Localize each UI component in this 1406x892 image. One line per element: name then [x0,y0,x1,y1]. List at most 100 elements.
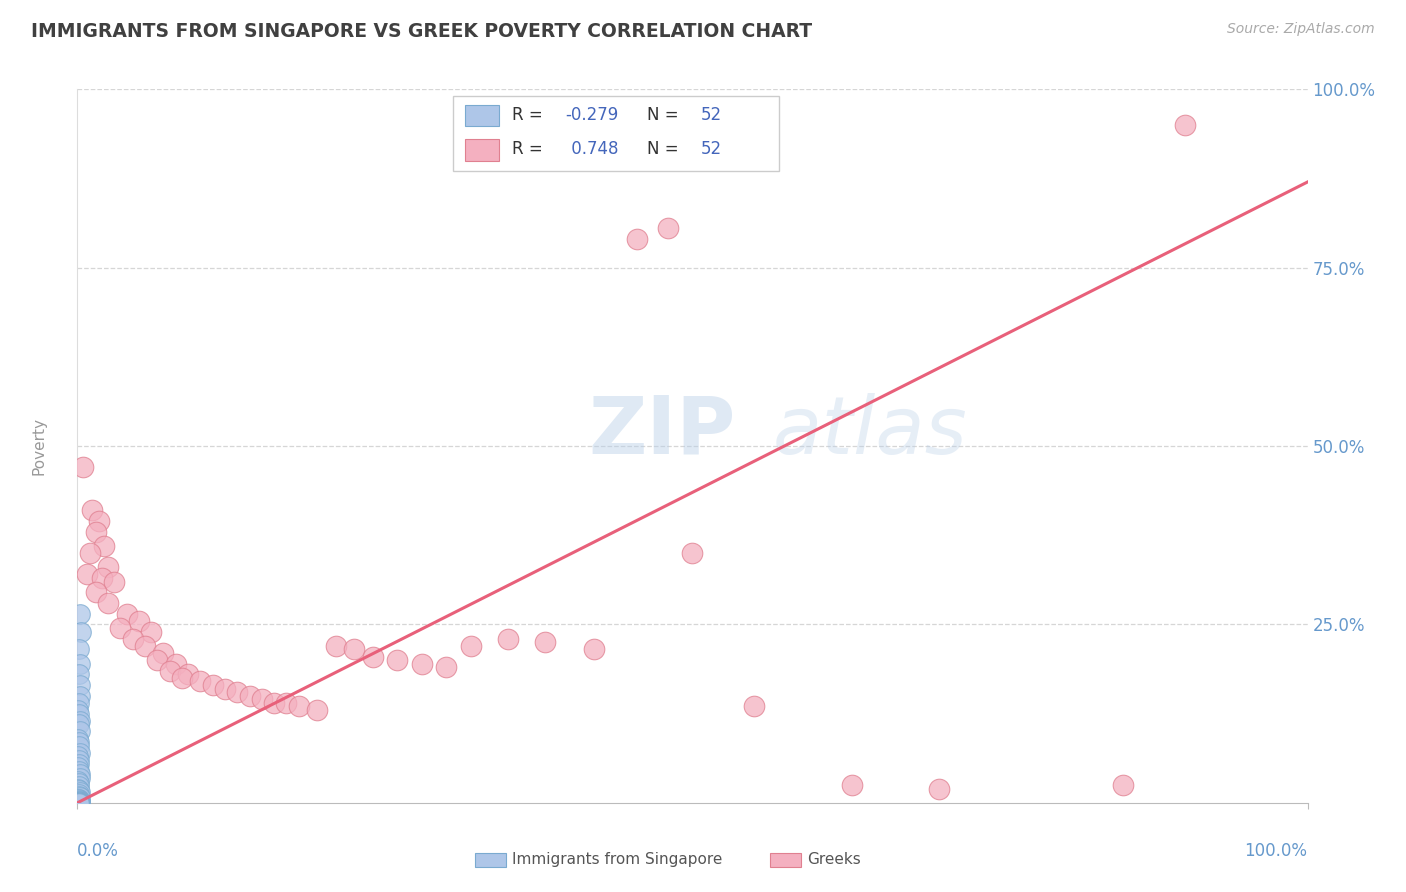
Point [1112,778,1135,792]
Point [67,764,90,778]
Point [67,789,90,803]
Point [325,639,347,653]
Point [67,793,90,807]
Point [188,674,212,689]
Point [67,696,90,710]
Point [460,639,482,653]
Text: Source: ZipAtlas.com: Source: ZipAtlas.com [1227,22,1375,37]
Point [69,678,91,692]
Point [69,724,91,739]
Point [67,756,90,771]
Point [67,783,90,797]
Point [841,778,863,792]
Y-axis label: Poverty: Poverty [31,417,46,475]
Point [1174,118,1197,132]
Point [103,574,125,589]
Point [201,678,224,692]
Point [534,635,557,649]
Point [152,646,174,660]
Text: 0.0%: 0.0% [77,842,120,860]
Text: -0.279: -0.279 [565,106,619,124]
Point [121,632,143,646]
Point [67,796,90,810]
Point [288,699,311,714]
Text: 52: 52 [702,140,723,158]
Point [90,571,114,585]
Text: R =: R = [512,106,547,124]
Point [67,779,90,793]
Point [159,664,181,678]
Point [263,696,285,710]
Point [170,671,193,685]
Point [385,653,409,667]
Point [165,657,187,671]
Point [72,460,94,475]
Point [361,649,384,664]
Point [67,717,90,731]
Text: ZIP: ZIP [588,392,735,471]
Text: N =: N = [647,140,683,158]
Point [67,795,90,809]
Text: atlas: atlas [772,392,967,471]
Point [214,681,236,696]
Point [67,706,90,721]
Text: R =: R = [512,140,547,158]
Point [66,749,89,764]
Text: 0.748: 0.748 [565,140,619,158]
Point [84,585,107,599]
Point [69,795,91,809]
Point [67,774,90,789]
Point [67,731,90,746]
Point [76,567,98,582]
FancyBboxPatch shape [465,139,499,161]
Point [93,539,115,553]
Point [79,546,101,560]
Text: N =: N = [647,106,683,124]
Point [97,560,120,574]
Point [70,624,93,639]
Point [67,795,90,809]
Point [67,796,90,810]
Point [69,714,91,728]
Point [657,221,679,235]
Point [69,607,91,621]
Text: Immigrants from Singapore: Immigrants from Singapore [512,853,723,867]
Point [67,642,90,657]
Point [67,796,90,810]
Point [67,760,90,774]
Point [67,791,90,805]
Point [82,503,104,517]
Point [682,546,704,560]
Point [67,667,90,681]
Text: 52: 52 [702,106,723,124]
Point [69,689,91,703]
Point [69,790,91,805]
Text: Greeks: Greeks [807,853,860,867]
Text: IMMIGRANTS FROM SINGAPORE VS GREEK POVERTY CORRELATION CHART: IMMIGRANTS FROM SINGAPORE VS GREEK POVER… [31,22,813,41]
Point [128,614,150,628]
Point [496,632,519,646]
Point [177,667,200,681]
Point [69,796,91,810]
Point [276,696,298,710]
Point [226,685,249,699]
Point [69,746,91,760]
Point [115,607,138,621]
Point [67,796,90,810]
Point [146,653,169,667]
Point [928,781,950,796]
Point [742,699,765,714]
Point [69,796,91,810]
Point [69,767,91,781]
Point [67,787,90,801]
Point [67,739,90,753]
Point [89,514,111,528]
FancyBboxPatch shape [453,96,779,171]
Point [67,796,90,810]
Point [67,796,90,810]
Point [67,703,90,717]
Point [69,794,91,808]
Point [239,689,262,703]
Point [307,703,329,717]
Point [67,753,90,767]
